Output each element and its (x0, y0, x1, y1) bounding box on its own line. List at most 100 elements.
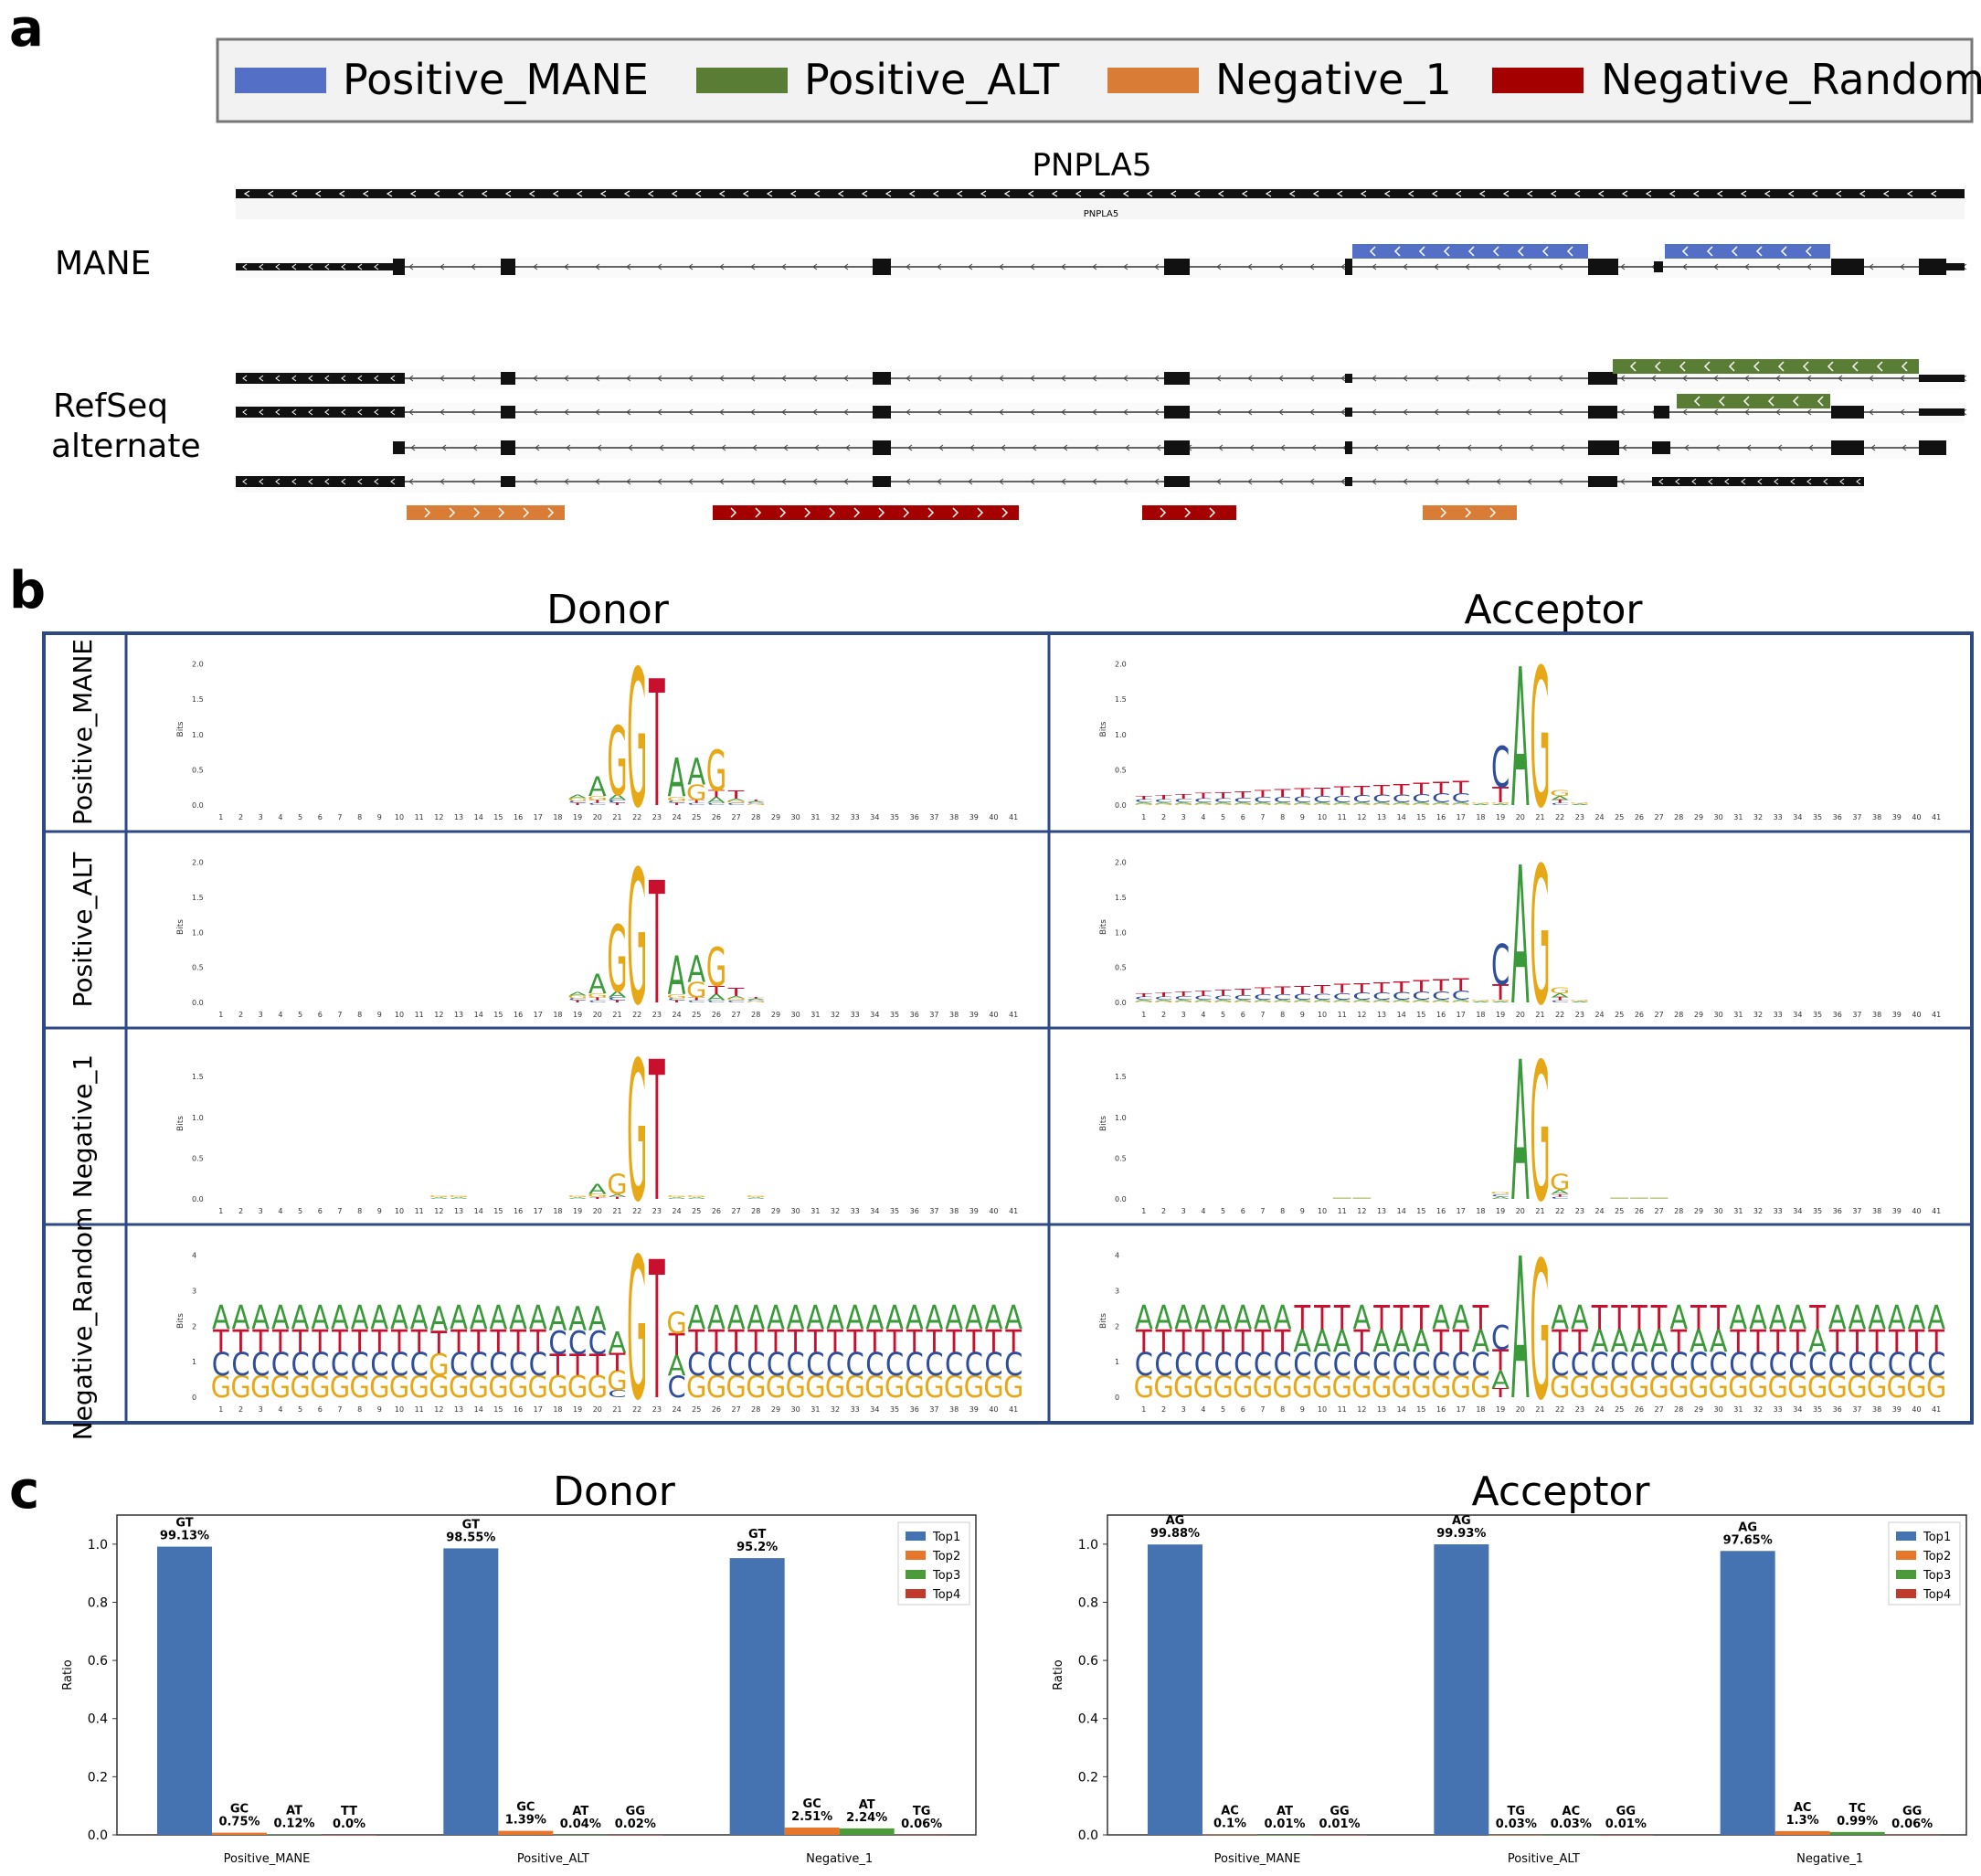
logo-xtick: 26 (1635, 1207, 1644, 1215)
logo-letter: T (1611, 1298, 1628, 1337)
logo-letter: A (668, 946, 686, 1007)
logo-xtick: 12 (1357, 1011, 1366, 1019)
logo-xtick: 13 (454, 1011, 463, 1019)
logo-letter: C (588, 1324, 607, 1362)
logo-letter: T (1273, 788, 1291, 800)
logo-letter: T (232, 1324, 249, 1360)
bar-label-motif: AT (859, 1798, 875, 1812)
logo-letter: C (1274, 993, 1292, 1002)
logo-ytick: 1.5 (192, 894, 204, 902)
logo-letter: G (766, 1370, 786, 1404)
logo-xtick: 18 (1476, 1011, 1485, 1019)
logo-xtick: 20 (593, 1011, 602, 1019)
bar-label-pct: 0.01% (1319, 1818, 1360, 1831)
logo-letter: G (1331, 803, 1351, 805)
logo-letter: G (1272, 1370, 1292, 1404)
logo-xtick: 20 (593, 813, 602, 821)
logo-letter: A (1352, 1298, 1371, 1337)
logo-letter: G (1312, 803, 1332, 805)
logo-xtick: 15 (493, 1405, 503, 1414)
logo-xtick: 24 (1594, 1405, 1604, 1414)
logo-letter: A (1333, 1000, 1351, 1002)
logo-xtick: 29 (771, 1011, 780, 1019)
logo-letter: A (1511, 630, 1530, 851)
logo-xtick: 35 (890, 813, 899, 821)
logo-letter: T (649, 1222, 665, 1442)
logo-xtick: 19 (573, 813, 582, 821)
logo-letter: G (1550, 789, 1570, 798)
logo-xtick: 15 (493, 1011, 503, 1019)
logo-letter: A (668, 1197, 686, 1200)
logo-letter: C (1649, 1345, 1668, 1383)
logo-xtick: 24 (672, 1011, 681, 1019)
logo-letter: T (1254, 789, 1272, 800)
logo-letter: T (945, 1324, 962, 1360)
logo-xtick: 33 (1774, 1207, 1783, 1215)
logo-xtick: 32 (831, 813, 840, 821)
logo-xtick: 35 (890, 1011, 899, 1019)
logo-letter: G (1550, 1370, 1570, 1404)
logo-letter: G (1213, 1370, 1233, 1404)
logo-letter: T (667, 1000, 685, 1003)
logo-xtick: 13 (1377, 1405, 1386, 1414)
logo-letter: C (787, 1345, 805, 1383)
logo-letter: G (330, 1370, 350, 1404)
logo-letter: A (609, 1327, 627, 1361)
logo-xtick: 30 (791, 1405, 800, 1414)
logo-letter: T (450, 1324, 467, 1360)
logo-letter: G (1470, 1000, 1490, 1002)
logo-letter: T (1828, 1324, 1846, 1360)
logo-xtick: 16 (1436, 1207, 1446, 1215)
logo-letter: T (1551, 1324, 1568, 1360)
logo-letter: G (726, 998, 746, 1002)
logo-letter: A (687, 1197, 705, 1200)
logo-letter: T (1888, 1324, 1905, 1360)
logo-xtick: 15 (1416, 813, 1425, 821)
bar-label-motif: TT (341, 1805, 357, 1818)
logo-letter: G (1351, 1370, 1372, 1404)
logo-letter: C (767, 1345, 785, 1383)
logo-letter: C (1848, 1345, 1866, 1383)
logo-letter: G (1173, 803, 1193, 805)
logo-letter: C (726, 802, 745, 806)
legend-entry: Top2 (1923, 1550, 1951, 1563)
logo-xtick: 2 (238, 1405, 243, 1414)
logo-letter: G (1530, 1222, 1550, 1442)
logo-letter: G (449, 1195, 469, 1198)
logo-xtick: 41 (1009, 1011, 1018, 1019)
logo-xtick: 30 (791, 1207, 800, 1215)
logo-letter: T (649, 848, 665, 1044)
logo-xtick: 32 (1753, 1405, 1763, 1414)
logo-letter: C (826, 1345, 844, 1383)
logo-xtick: 27 (732, 1207, 741, 1215)
logo-xtick: 21 (1535, 1011, 1544, 1019)
logo-letter: G (1451, 1370, 1471, 1404)
logo-letter: C (1254, 796, 1272, 804)
logo-ytick: 1.0 (1115, 731, 1127, 739)
logo-letter: T (1452, 975, 1469, 995)
gene-track: PNPLA5 PNPLA5 (236, 147, 1965, 219)
logo-letter: C (865, 1345, 884, 1383)
logo-letter: A (1254, 1000, 1272, 1002)
logo-row-label: Positive_MANE (68, 639, 98, 825)
logo-letter: G (588, 1370, 608, 1404)
logo-letter: G (1431, 1370, 1451, 1404)
logo-letter: T (1004, 1324, 1022, 1360)
logo-letter: A (1749, 1298, 1767, 1337)
logo-letter: G (349, 1370, 369, 1404)
logo-letter: A (965, 1298, 983, 1337)
logo-letter: A (609, 1193, 627, 1197)
logo-letter: G (1331, 1370, 1351, 1404)
logo-letter: C (1412, 990, 1430, 1002)
logo-letter: G (627, 630, 647, 850)
logo-letter: A (1849, 1298, 1867, 1337)
logo-letter: C (747, 1345, 765, 1383)
logo-letter: A (1432, 1000, 1450, 1002)
logo-letter: G (1392, 803, 1412, 805)
logo-xtick: 22 (632, 813, 641, 821)
logo-ytick: 0.0 (1115, 999, 1127, 1007)
logo-xtick: 1 (218, 1011, 223, 1019)
logo-letter: C (588, 802, 607, 806)
logo-letter: C (1491, 934, 1510, 998)
